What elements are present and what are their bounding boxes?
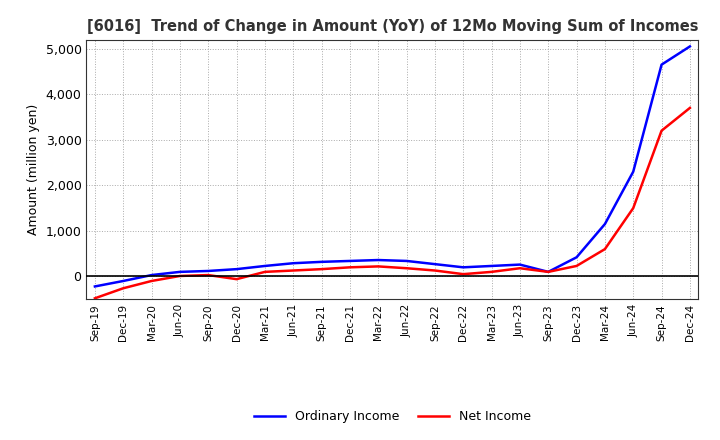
- Ordinary Income: [487, 263, 496, 268]
- Ordinary Income: [629, 169, 637, 174]
- Net Income: [459, 271, 467, 277]
- Net Income: [402, 266, 411, 271]
- Ordinary Income: [119, 279, 127, 284]
- Ordinary Income: [600, 221, 609, 227]
- Ordinary Income: [176, 269, 184, 275]
- Line: Ordinary Income: Ordinary Income: [95, 47, 690, 286]
- Net Income: [289, 268, 297, 273]
- Net Income: [516, 266, 524, 271]
- Ordinary Income: [572, 255, 581, 260]
- Y-axis label: Amount (million yen): Amount (million yen): [27, 104, 40, 235]
- Net Income: [91, 296, 99, 301]
- Ordinary Income: [685, 44, 694, 49]
- Net Income: [346, 265, 354, 270]
- Ordinary Income: [544, 269, 552, 275]
- Net Income: [318, 267, 326, 272]
- Net Income: [685, 105, 694, 110]
- Title: [6016]  Trend of Change in Amount (YoY) of 12Mo Moving Sum of Incomes: [6016] Trend of Change in Amount (YoY) o…: [86, 19, 698, 34]
- Ordinary Income: [91, 284, 99, 289]
- Ordinary Income: [346, 258, 354, 264]
- Net Income: [572, 263, 581, 268]
- Net Income: [204, 272, 212, 278]
- Net Income: [119, 286, 127, 291]
- Legend: Ordinary Income, Net Income: Ordinary Income, Net Income: [248, 405, 536, 428]
- Net Income: [233, 276, 241, 282]
- Net Income: [600, 246, 609, 252]
- Ordinary Income: [459, 265, 467, 270]
- Net Income: [261, 269, 269, 275]
- Ordinary Income: [516, 262, 524, 267]
- Net Income: [374, 264, 382, 269]
- Net Income: [148, 279, 156, 284]
- Ordinary Income: [402, 258, 411, 264]
- Line: Net Income: Net Income: [95, 108, 690, 298]
- Ordinary Income: [289, 260, 297, 266]
- Ordinary Income: [374, 257, 382, 263]
- Net Income: [657, 128, 666, 133]
- Ordinary Income: [148, 272, 156, 278]
- Ordinary Income: [233, 267, 241, 272]
- Ordinary Income: [318, 259, 326, 264]
- Net Income: [544, 269, 552, 275]
- Net Income: [487, 269, 496, 275]
- Ordinary Income: [261, 263, 269, 268]
- Ordinary Income: [431, 261, 439, 267]
- Net Income: [629, 205, 637, 211]
- Ordinary Income: [657, 62, 666, 67]
- Ordinary Income: [204, 268, 212, 274]
- Net Income: [431, 268, 439, 273]
- Net Income: [176, 273, 184, 279]
